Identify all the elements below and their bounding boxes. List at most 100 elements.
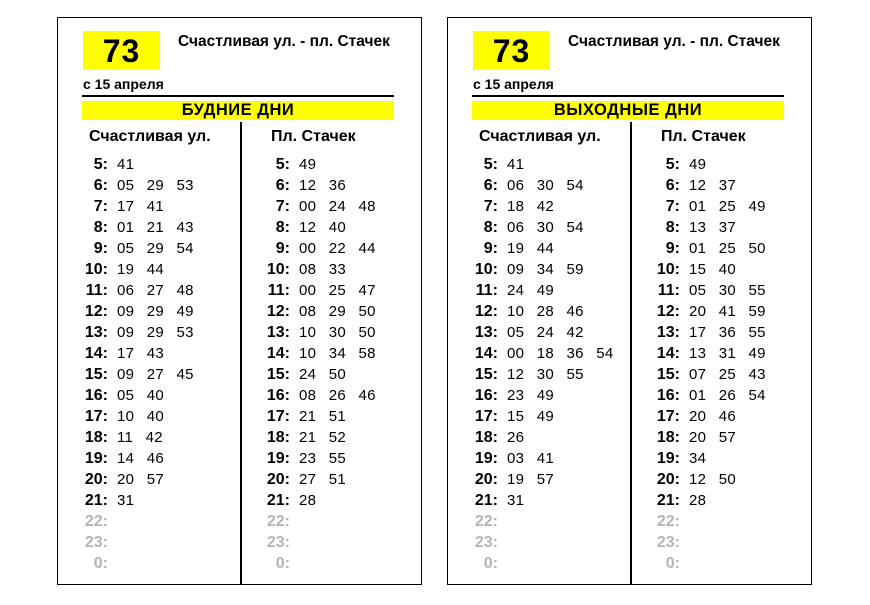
minutes-list: 15 49	[507, 408, 555, 425]
hour-label: 20:	[266, 471, 290, 488]
timetable-row: 19: 03 41	[454, 448, 624, 469]
hour-label: 23:	[474, 534, 498, 551]
minutes-list: 23 55	[299, 450, 347, 467]
minutes-list: 13 31 49	[689, 345, 766, 362]
timetable-row: 11: 00 25 47	[246, 280, 416, 301]
timetable-row: 18: 26	[454, 427, 624, 448]
minutes-list: 28	[299, 492, 317, 509]
hour-label: 8:	[93, 219, 108, 236]
hour-label: 22:	[656, 513, 680, 530]
minutes-list: 21 52	[299, 429, 347, 446]
hour-label: 17:	[266, 408, 290, 425]
timetable-row: 21: 28	[246, 490, 416, 511]
hour-label: 23:	[656, 534, 680, 551]
hour-label: 16:	[84, 387, 108, 404]
hour-label: 18:	[266, 429, 290, 446]
timetable-row: 14: 13 31 49	[636, 343, 806, 364]
timetable-row: 13: 17 36 55	[636, 322, 806, 343]
timetable-row: 19: 23 55	[246, 448, 416, 469]
minutes-list: 12 40	[299, 219, 347, 236]
timetable-row: 5: 41	[454, 154, 624, 175]
minutes-list: 01 26 54	[689, 387, 766, 404]
timetable-row: 15: 12 30 55	[454, 364, 624, 385]
timetable-row: 14: 10 34 58	[246, 343, 416, 364]
minutes-list: 20 46	[689, 408, 737, 425]
hour-rows: 5: 49 6: 12 37 7: 01 25 49 8: 13 37 9: 0…	[636, 154, 806, 574]
hour-label: 9:	[483, 240, 498, 257]
timetable-row: 10: 09 34 59	[454, 259, 624, 280]
hour-label: 23:	[266, 534, 290, 551]
minutes-list: 13 37	[689, 219, 737, 236]
timetable-row: 0:	[64, 553, 234, 574]
minutes-list: 15 40	[689, 261, 737, 278]
hour-label: 16:	[656, 387, 680, 404]
timetable-row: 7: 01 25 49	[636, 196, 806, 217]
hour-label: 8:	[665, 219, 680, 236]
hour-label: 17:	[84, 408, 108, 425]
timetable-row: 19: 34	[636, 448, 806, 469]
minutes-list: 01 25 49	[689, 198, 766, 215]
hour-label: 10:	[474, 261, 498, 278]
hour-label: 9:	[275, 240, 290, 257]
hour-label: 20:	[656, 471, 680, 488]
timetable-row: 13: 05 24 42	[454, 322, 624, 343]
timetable-row: 0:	[454, 553, 624, 574]
separator-line	[472, 95, 784, 97]
hour-label: 15:	[84, 366, 108, 383]
timetable-row: 8: 13 37	[636, 217, 806, 238]
timetable-row: 22:	[246, 511, 416, 532]
hour-label: 7:	[483, 198, 498, 215]
minutes-list: 23 49	[507, 387, 555, 404]
timetable-row: 12: 10 28 46	[454, 301, 624, 322]
hour-label: 19:	[266, 450, 290, 467]
timetable-row: 5: 49	[246, 154, 416, 175]
timetable-row: 6: 12 37	[636, 175, 806, 196]
timetable-row: 17: 21 51	[246, 406, 416, 427]
route-number-badge: 73	[83, 31, 160, 70]
hour-label: 6:	[275, 177, 290, 194]
hour-label: 8:	[275, 219, 290, 236]
timetable-row: 11: 24 49	[454, 280, 624, 301]
direction-column: Счастливая ул. 5: 41 6: 05 29 53 7: 17 4…	[64, 128, 234, 574]
timetable-row: 23:	[454, 532, 624, 553]
hour-label: 19:	[84, 450, 108, 467]
hour-label: 15:	[656, 366, 680, 383]
valid-from-date: с 15 апреля	[473, 76, 554, 92]
timetable-row: 14: 17 43	[64, 343, 234, 364]
timetable-row: 22:	[454, 511, 624, 532]
timetable-row: 9: 01 25 50	[636, 238, 806, 259]
minutes-list: 21 51	[299, 408, 347, 425]
timetable-row: 23:	[64, 532, 234, 553]
hour-label: 23:	[84, 534, 108, 551]
hour-label: 12:	[266, 303, 290, 320]
stop-name: Счастливая ул.	[479, 128, 601, 145]
timetable-row: 21: 31	[64, 490, 234, 511]
hour-label: 13:	[474, 324, 498, 341]
minutes-list: 01 21 43	[117, 219, 194, 236]
minutes-list: 24 50	[299, 366, 347, 383]
direction-column: Счастливая ул. 5: 41 6: 06 30 54 7: 18 4…	[454, 128, 624, 574]
timetable-row: 7: 18 42	[454, 196, 624, 217]
timetable-row: 22:	[636, 511, 806, 532]
timetable-row: 18: 21 52	[246, 427, 416, 448]
minutes-list: 34	[689, 450, 707, 467]
minutes-list: 10 34 58	[299, 345, 376, 362]
hour-label: 0:	[275, 555, 290, 572]
minutes-list: 00 25 47	[299, 282, 376, 299]
timetable-row: 15: 24 50	[246, 364, 416, 385]
minutes-list: 10 40	[117, 408, 165, 425]
timetable-row: 18: 20 57	[636, 427, 806, 448]
hour-label: 20:	[474, 471, 498, 488]
minutes-list: 05 40	[117, 387, 165, 404]
hour-label: 7:	[93, 198, 108, 215]
minutes-list: 10 28 46	[507, 303, 584, 320]
minutes-list: 26	[507, 429, 525, 446]
minutes-list: 17 41	[117, 198, 165, 215]
minutes-list: 03 41	[507, 450, 555, 467]
stop-name: Пл. Стачек	[661, 128, 746, 145]
minutes-list: 09 29 49	[117, 303, 194, 320]
hour-label: 13:	[656, 324, 680, 341]
hour-label: 12:	[84, 303, 108, 320]
route-number: 73	[102, 32, 141, 69]
